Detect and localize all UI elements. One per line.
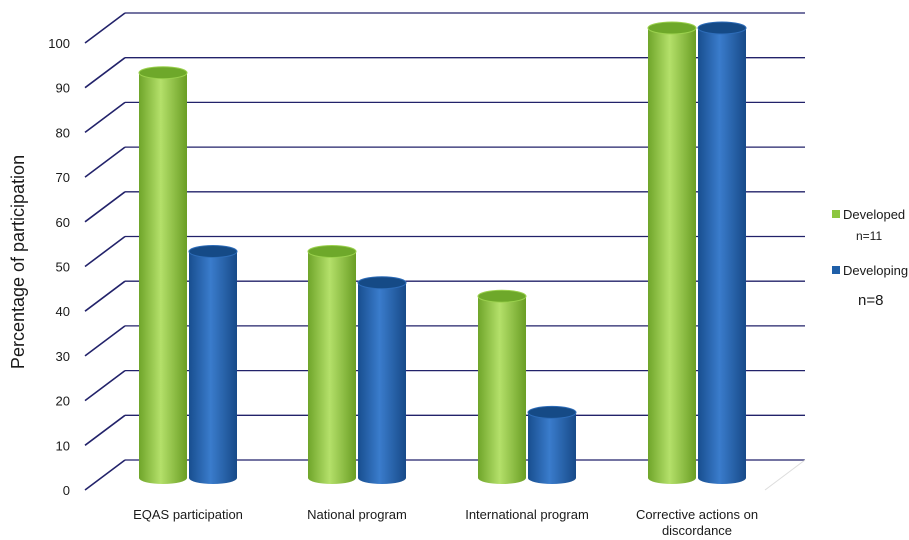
legend: Developed n=11 Developing n=8 xyxy=(832,207,908,309)
bar-top xyxy=(527,405,577,419)
legend-note-developing: n=8 xyxy=(858,292,883,309)
bar-body xyxy=(308,251,356,484)
y-tick-label: 0 xyxy=(63,483,70,498)
legend-swatch-developed xyxy=(832,210,840,218)
y-tick-label: 20 xyxy=(56,394,70,409)
y-tick-label: 50 xyxy=(56,260,70,275)
y-axis-label: Percentage of participation xyxy=(8,155,28,369)
bar-body xyxy=(189,251,237,484)
bars xyxy=(138,21,747,484)
x-tick-label-international-program: International program xyxy=(465,507,589,522)
y-tick-label: 100 xyxy=(48,36,70,51)
bar-top xyxy=(357,276,407,290)
x-tick-label-national-program: National program xyxy=(307,507,407,522)
grid-diagonal xyxy=(84,12,126,44)
grid-diagonal xyxy=(84,459,126,491)
y-axis-ticks: 0 10 20 30 40 50 60 70 80 90 100 xyxy=(48,36,70,498)
y-tick-label: 90 xyxy=(56,81,70,96)
y-tick-label: 70 xyxy=(56,170,70,185)
y-tick-label: 30 xyxy=(56,349,70,364)
floor-edge xyxy=(764,459,806,491)
grid-diagonal xyxy=(84,325,126,357)
grid-diagonal xyxy=(84,369,126,402)
legend-note-developed: n=11 xyxy=(856,229,882,243)
bar-top xyxy=(477,289,527,303)
grid-diagonal xyxy=(84,101,126,134)
legend-swatch-developing xyxy=(832,266,840,274)
legend-item-developing: Developing n=8 xyxy=(832,263,908,309)
bar-body xyxy=(648,28,696,484)
grid-diagonal xyxy=(84,57,126,89)
bar-body xyxy=(698,28,746,484)
bar-top xyxy=(138,66,188,80)
bar-body xyxy=(478,296,526,484)
bar-body xyxy=(139,72,187,484)
y-tick-label: 80 xyxy=(56,125,70,140)
legend-label-developed: Developed xyxy=(843,207,905,222)
bar-developing-international-program xyxy=(527,405,577,484)
legend-label-developing: Developing xyxy=(843,263,908,278)
x-tick-label-eqas-participation: EQAS participation xyxy=(133,507,243,522)
grid-diagonal xyxy=(84,414,126,446)
bar-top xyxy=(647,21,697,35)
y-tick-label: 60 xyxy=(56,215,70,230)
x-tick-label-corrective-actions-on-discordance: Corrective actions on discordance xyxy=(636,507,758,535)
bar-developed-national-program xyxy=(307,245,357,484)
grid-diagonal xyxy=(84,146,126,178)
x-axis-ticks: EQAS participation National program Intern… xyxy=(133,507,758,538)
bar-developing-corrective-actions-on-discordance xyxy=(697,21,747,484)
bar-developing-eqas-participation xyxy=(188,245,238,484)
y-tick-label: 40 xyxy=(56,304,70,319)
bar-body xyxy=(358,282,406,484)
bar-top xyxy=(307,245,357,258)
y-tick-label: 10 xyxy=(56,438,70,453)
grid-diagonal xyxy=(84,235,126,268)
bar-body xyxy=(528,412,576,484)
bar-developing-national-program xyxy=(357,276,407,484)
legend-item-developed: Developed n=11 xyxy=(832,207,905,243)
bar-developed-eqas-participation xyxy=(138,66,188,484)
bar-developed-international-program xyxy=(477,289,527,484)
bar-top xyxy=(697,21,747,35)
bar-developed-corrective-actions-on-discordance xyxy=(647,21,697,484)
grid-diagonal xyxy=(84,191,126,223)
grid-diagonal xyxy=(84,280,126,312)
bar-top xyxy=(188,245,238,258)
